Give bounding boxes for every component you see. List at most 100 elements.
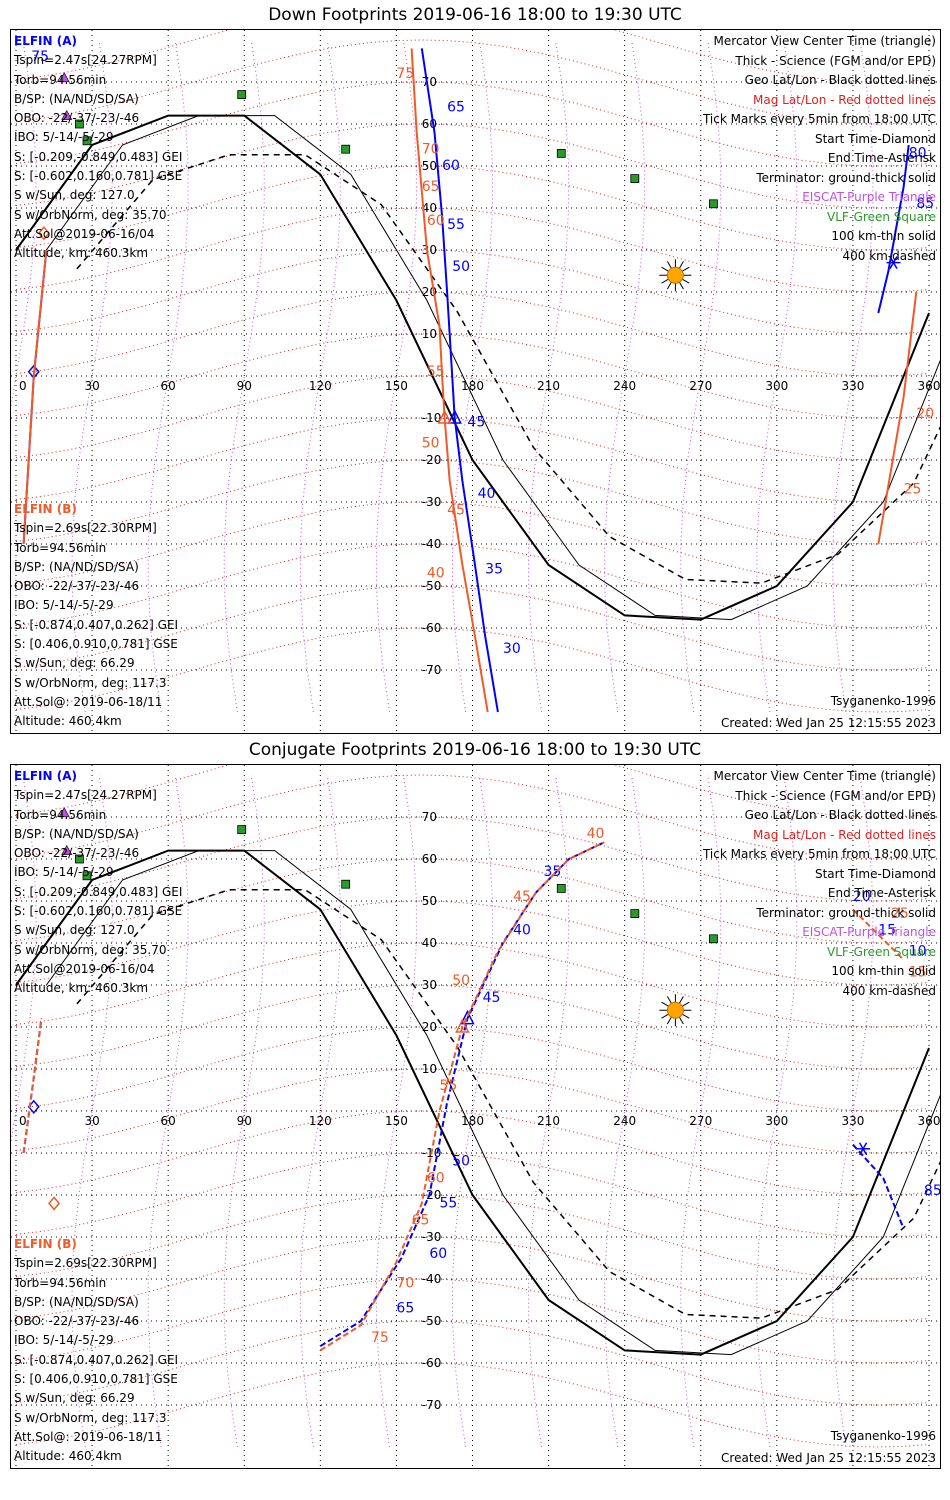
track-end-segment [852,1143,905,1229]
elfin-a-info-line: B/SP: (NA/ND/SD/SA) [14,91,139,106]
y-tick-label: -30 [422,495,442,509]
elfin-b-info-line: S: [-0.874,0.407,0.262] GEI [14,617,179,632]
vlf-square [75,119,84,129]
legend-entry: 400 km-dashed [842,248,936,263]
panel-title-conjugate: Conjugate Footprints 2019-06-16 18:00 to… [248,740,702,760]
map-frame-down: 0 30 60 90 120 150 180 210 240 270 300 330 360 70 60 50… [10,29,941,734]
elfin-b-info-line: OBO: -22/-37/-23/-46 [14,1314,140,1329]
elfin-b-info-line: Att.Sol@: 2019-06-18/11 [14,694,163,709]
track-end-segment [877,291,918,545]
legend-entry: EISCAT-Purple Triangle [802,925,936,939]
elfin-b-info-line: B/SP: (NA/ND/SD/SA) [14,559,139,574]
legend-entry: Terminator: ground-thick solid [756,905,936,920]
eiscat-triangle [58,807,70,818]
x-tick-label: 240 [613,379,636,393]
legend-entry: 100 km-thin solid [831,964,936,978]
mag-parallel [15,291,930,377]
vlf-square [341,879,351,889]
start-diamond [48,1196,61,1211]
x-tick-label: 360 [918,1114,941,1128]
track-start-segment [22,249,48,545]
track-elfin-a [420,48,499,713]
mag-meridian [680,774,722,1448]
legend-down: Mercator View Center Time (triangle) Thic… [703,32,936,266]
mag-meridian [375,774,417,1448]
legend-entry: Mag Lat/Lon - Red dotted lines [752,92,936,107]
y-tick-label: -70 [422,663,442,677]
elfin-b-info-line: IBO: 5/-14/-5/-29 [14,1333,114,1348]
elfin-b-info-line: Altitude: 460.4km [14,714,122,729]
tick-minute-label: 55 [427,364,445,380]
legend-entry: Geo Lat/Lon - Black dotted lines [744,808,936,822]
y-tick-label: -40 [422,1272,442,1286]
legend-entry: 400 km-dashed [842,983,936,998]
elfin-b-lines: Tspin=2.69s[22.30RPM] Torb=94.56min B/SP: … [14,519,178,731]
elfin-b-info-line: S w/OrbNorm, deg: 117.3 [14,675,167,690]
vlf-square [556,884,566,893]
center-time-triangle [455,1018,470,1033]
x-tick-label: 240 [613,1114,636,1128]
legend-entry: VLF-Green Square [827,944,936,959]
elfin-b-info-line: S w/OrbNorm, deg: 117.3 [14,1410,167,1425]
vlf-square [237,825,247,834]
x-tick-label: 330 [841,1114,864,1128]
elfin-a-lines: Tspin=2.47s[24.27RPM] Torb=94.56min B/SP: … [14,786,182,998]
y-tick-label: 10 [422,327,437,341]
y-tick-label: -40 [422,537,442,551]
x-tick-label: 90 [237,379,252,393]
tick-minute-label: 60 [442,158,460,174]
tick-minute-label: 35 [544,864,562,880]
elfin-b-info-line: Torb=94.56min [14,1275,107,1290]
x-tick-label: 90 [237,1114,252,1128]
legend-entry: Terminator: ground-thick solid [756,170,936,185]
tick-minute-label: 40 [478,486,496,502]
elfin-a-info-line: B/SP: (NA/ND/SD/SA) [14,826,139,841]
vlf-square [75,854,84,864]
elfin-a-info-line: Torb=94.56min [14,72,107,87]
x-tick-label: 60 [161,1114,176,1128]
elfin-a-info-line: IBO: 5/-14/-5/-29 [14,130,114,145]
elfin-b-label: ELFIN (B) [14,502,77,516]
terminator-100km [45,850,940,1356]
y-tick-label: 60 [422,852,437,866]
legend-entry: VLF-Green Square [827,209,936,224]
x-tick-label: 120 [309,379,332,393]
y-tick-label: -20 [422,453,442,467]
track-elfin-b [410,48,489,713]
legend-entry: Thick - Science (FGM and/or EPD) [735,788,936,803]
elfin-a-info-line: S: [-0.209,-0.849,0.483] GEI [14,884,183,899]
elfin-a-info-line: S w/Sun, deg: 127.0 [14,188,135,203]
elfin-b-info-down: ELFIN (B) Tspin=2.69s[22.30RPM] Torb=94.5… [14,500,178,732]
x-tick-label: 120 [309,1114,332,1128]
elfin-a-info-line: OBO: -22/-37/-23/-46 [14,111,140,126]
mag-meridian [71,774,113,1448]
elfin-a-label: ELFIN (A) [14,769,77,783]
y-tick-label: -20 [422,1188,442,1202]
elfin-b-info-conjugate: ELFIN (B) Tspin=2.69s[22.30RPM] Torb=94.5… [14,1235,178,1467]
elfin-a-info-line: Tspin=2.47s[24.27RPM] [14,53,157,68]
y-tick-label: 50 [422,159,437,173]
tick-minute-label: 80 [909,146,927,162]
elfin-a-info-line: Torb=94.56min [14,807,107,822]
mag-meridian [452,774,493,1448]
tick-minute-label: 40 [513,923,531,939]
tick-minute-label: 55 [440,1196,458,1212]
elfin-b-info-line: S: [0.406,0.910,0.781] GSE [14,1372,178,1387]
x-tick-label: 270 [689,379,712,393]
tick-minute-label: 35 [485,561,503,577]
tick-minute-label: 65 [422,179,440,195]
legend-entry: Start Time-Diamond [814,131,936,146]
y-tick-label: 30 [422,978,437,992]
x-tick-label: 210 [537,379,560,393]
mag-meridian [223,774,265,1448]
tick-minute-label: 20 [853,889,871,905]
tick-minute-label: 85 [916,196,934,212]
mag-meridian [604,774,646,1448]
vlf-square [630,909,640,919]
elfin-b-info-line: S w/Sun, deg: 66.29 [14,656,135,671]
elfin-b-info-line: IBO: 5/-14/-5/-29 [14,598,114,613]
legend-entry: Mercator View Center Time (triangle) [713,34,936,48]
vlf-square [556,149,566,158]
y-tick-label: 70 [422,75,437,89]
legend-entry: Thick - Science (FGM and/or EPD) [735,53,936,68]
